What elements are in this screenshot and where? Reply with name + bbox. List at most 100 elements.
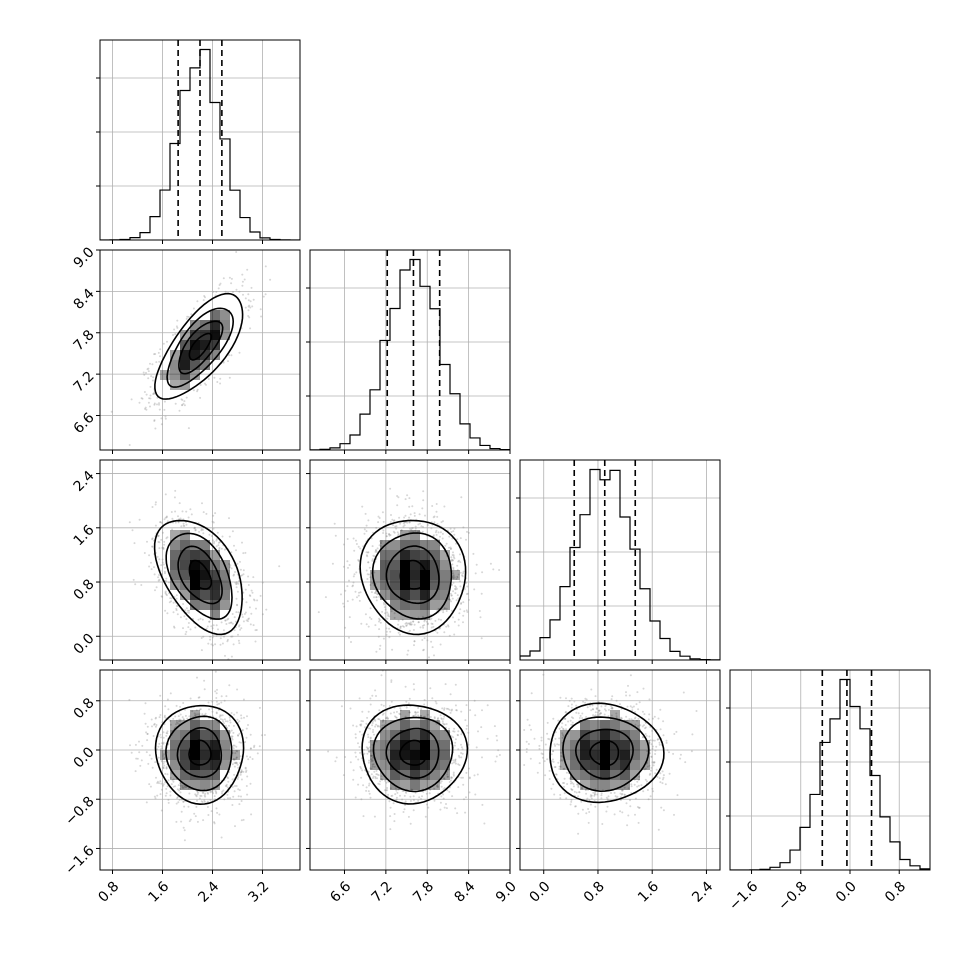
sample-point xyxy=(215,538,218,541)
sample-point xyxy=(176,613,179,616)
sample-point xyxy=(151,537,154,540)
sample-point xyxy=(209,799,212,802)
sample-point xyxy=(368,782,371,785)
sample-point xyxy=(170,600,173,603)
sample-point xyxy=(149,405,151,408)
sample-point xyxy=(456,564,459,567)
sample-point xyxy=(163,570,166,573)
sample-point xyxy=(577,832,580,835)
density-cell xyxy=(170,550,180,560)
sample-point xyxy=(375,599,378,602)
density-cell xyxy=(190,750,200,760)
sample-point xyxy=(475,746,478,749)
sample-point xyxy=(374,624,377,627)
sample-point xyxy=(548,778,551,780)
density-cell xyxy=(400,590,410,600)
sample-point xyxy=(605,810,608,813)
density-cell xyxy=(380,570,390,580)
sample-point xyxy=(160,521,163,524)
sample-point xyxy=(237,633,239,636)
density-cell xyxy=(640,750,650,760)
density-cell xyxy=(620,770,630,780)
sample-point xyxy=(372,728,375,731)
sample-point xyxy=(455,542,457,545)
y-tick-label: 0.8 xyxy=(71,576,98,603)
sample-point xyxy=(417,714,420,717)
sample-point xyxy=(225,724,227,727)
sample-point xyxy=(540,752,543,755)
density-cell xyxy=(190,560,200,570)
sample-point xyxy=(208,708,211,711)
sample-point xyxy=(169,719,172,722)
sample-point xyxy=(143,712,146,715)
density-cell xyxy=(180,750,190,760)
sample-point xyxy=(664,783,667,786)
sample-point xyxy=(242,591,245,594)
sample-point xyxy=(155,586,158,589)
density-cell xyxy=(400,720,410,730)
sample-point xyxy=(560,755,563,757)
sample-point xyxy=(241,574,244,577)
sample-point xyxy=(408,623,411,626)
sample-point xyxy=(200,529,203,532)
sample-point xyxy=(362,815,365,818)
density-cell xyxy=(220,310,230,320)
sample-point xyxy=(633,717,636,720)
sample-point xyxy=(657,738,660,741)
density-cell xyxy=(190,330,200,340)
sample-point xyxy=(165,515,168,518)
sample-point xyxy=(359,547,362,550)
density-cell xyxy=(170,570,180,580)
sample-point xyxy=(433,521,436,524)
sample-point xyxy=(148,754,151,757)
density-cell xyxy=(170,760,180,770)
sample-point xyxy=(378,725,381,728)
sample-point xyxy=(241,280,244,283)
sample-point xyxy=(163,540,166,543)
sample-point xyxy=(607,715,610,718)
sample-point xyxy=(564,711,567,714)
density-cell xyxy=(190,360,200,370)
density-cell xyxy=(620,750,630,760)
sample-point xyxy=(377,521,380,524)
sample-point xyxy=(590,794,593,797)
sample-point xyxy=(394,525,397,528)
sample-point xyxy=(477,730,479,733)
sample-point xyxy=(393,711,396,714)
sample-point xyxy=(427,806,430,809)
sample-point xyxy=(423,620,426,623)
sample-point xyxy=(570,723,573,726)
sample-point xyxy=(166,773,169,776)
density-cell xyxy=(440,730,450,740)
sample-point xyxy=(435,510,438,513)
sample-point xyxy=(413,714,416,717)
sample-point xyxy=(595,707,598,710)
sample-point xyxy=(237,611,240,614)
sample-point xyxy=(192,307,195,310)
sample-point xyxy=(238,624,241,627)
sample-point xyxy=(166,536,169,539)
sample-point xyxy=(353,573,356,576)
sample-point xyxy=(185,510,188,513)
sample-point xyxy=(130,751,133,754)
sample-point xyxy=(558,737,561,740)
sample-point xyxy=(399,625,402,628)
sample-point xyxy=(416,711,419,714)
sample-point xyxy=(454,588,457,591)
panel-plot-area xyxy=(310,250,510,450)
sample-point xyxy=(553,743,556,746)
sample-point xyxy=(235,597,238,600)
sample-point xyxy=(421,624,424,627)
sample-point xyxy=(146,732,149,735)
sample-point xyxy=(566,783,569,785)
sample-point xyxy=(161,721,164,724)
sample-point xyxy=(201,502,203,505)
sample-point xyxy=(416,530,419,533)
sample-point xyxy=(160,759,163,762)
sample-point xyxy=(374,550,377,553)
sample-point xyxy=(404,715,407,718)
sample-point xyxy=(242,620,245,623)
density-cell xyxy=(610,730,620,740)
sample-point xyxy=(334,534,337,537)
panel-plot-area xyxy=(310,460,510,660)
